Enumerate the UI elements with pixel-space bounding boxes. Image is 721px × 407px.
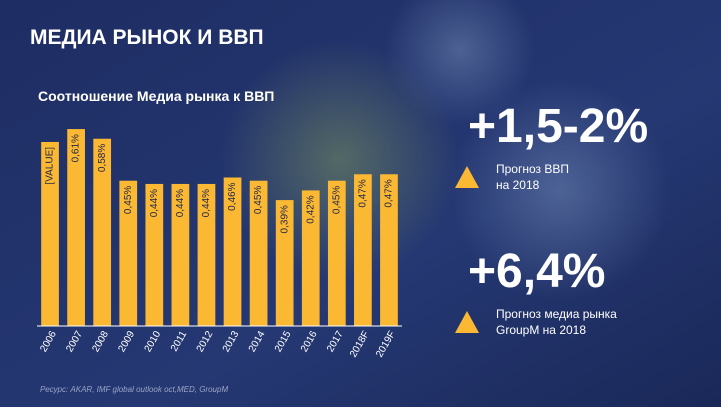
- bar: [380, 174, 398, 326]
- bar: [171, 183, 190, 326]
- bar: [145, 183, 164, 326]
- value-label: 0,45%: [253, 186, 264, 214]
- bar: [354, 174, 372, 326]
- value-label: 0,45%: [123, 186, 134, 214]
- triangle-icon: [455, 311, 479, 333]
- bar: [249, 180, 268, 326]
- highlight-caption: Прогноз ВВП: [496, 162, 569, 176]
- chart-title: Соотношение Медиа рынка к ВВП: [38, 88, 274, 104]
- bar: [327, 180, 346, 326]
- bar: [93, 138, 112, 326]
- bar: [223, 177, 242, 326]
- highlights: +1,5-2% Прогноз ВВП на 2018 +6,4% Прогноз ме…: [455, 100, 648, 337]
- bar: [275, 200, 294, 326]
- bar: [301, 190, 320, 326]
- highlight-value: +1,5-2%: [468, 100, 648, 153]
- value-label: [VALUE]: [45, 147, 56, 185]
- value-label: 0,47%: [384, 179, 395, 207]
- value-label: 0,44%: [201, 189, 212, 217]
- source: Ресурс: AKAR, IMF global outlook oct,MED…: [40, 385, 228, 394]
- bar: [119, 180, 138, 326]
- decor: [450, 80, 670, 300]
- value-label: 0,39%: [279, 205, 290, 233]
- bar: [67, 129, 85, 326]
- value-label: 0,58%: [97, 144, 108, 172]
- highlight-caption: GroupM на 2018: [496, 323, 586, 337]
- bar: [41, 141, 59, 326]
- value-label: 0,47%: [358, 179, 369, 207]
- value-label: 0,46%: [227, 182, 238, 210]
- value-label: 0,44%: [149, 189, 160, 217]
- highlight-caption: Прогноз медиа рынка: [496, 307, 617, 321]
- value-label: 0,42%: [305, 195, 316, 223]
- highlight-value: +6,4%: [468, 245, 605, 298]
- triangle-icon: [455, 166, 479, 188]
- highlight-caption: на 2018: [496, 178, 540, 192]
- bar: [197, 183, 216, 326]
- slide-title: МЕДИА РЫНОК И ВВП: [30, 26, 264, 49]
- value-label: 0,45%: [331, 186, 342, 214]
- value-label: 0,61%: [71, 134, 82, 162]
- value-label: 0,44%: [175, 189, 186, 217]
